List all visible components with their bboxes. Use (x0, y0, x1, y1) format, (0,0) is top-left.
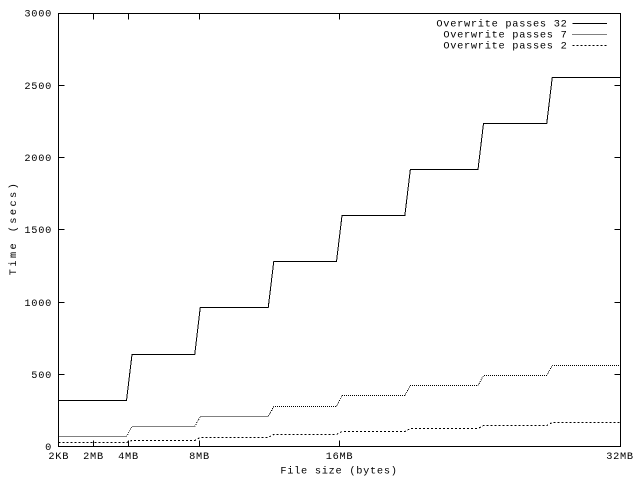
svg-text:2KB: 2KB (48, 451, 69, 463)
svg-text:8MB: 8MB (189, 451, 210, 463)
svg-text:Overwrite passes 32: Overwrite passes 32 (436, 19, 567, 31)
svg-text:Overwrite passes 2: Overwrite passes 2 (443, 41, 567, 53)
svg-text:2MB: 2MB (83, 451, 104, 463)
svg-text:32MB: 32MB (606, 451, 634, 463)
svg-text:4MB: 4MB (118, 451, 139, 463)
svg-text:3000: 3000 (24, 9, 52, 21)
svg-text:1000: 1000 (24, 298, 52, 310)
svg-text:0: 0 (45, 442, 52, 454)
svg-text:16MB: 16MB (326, 451, 354, 463)
svg-text:2500: 2500 (24, 81, 52, 93)
svg-text:500: 500 (31, 370, 52, 382)
svg-text:Time (secs): Time (secs) (8, 181, 20, 275)
svg-text:File size (bytes): File size (bytes) (280, 466, 397, 478)
svg-text:Overwrite passes 7: Overwrite passes 7 (443, 30, 567, 42)
svg-text:1500: 1500 (24, 225, 52, 237)
svg-text:2000: 2000 (24, 153, 52, 165)
